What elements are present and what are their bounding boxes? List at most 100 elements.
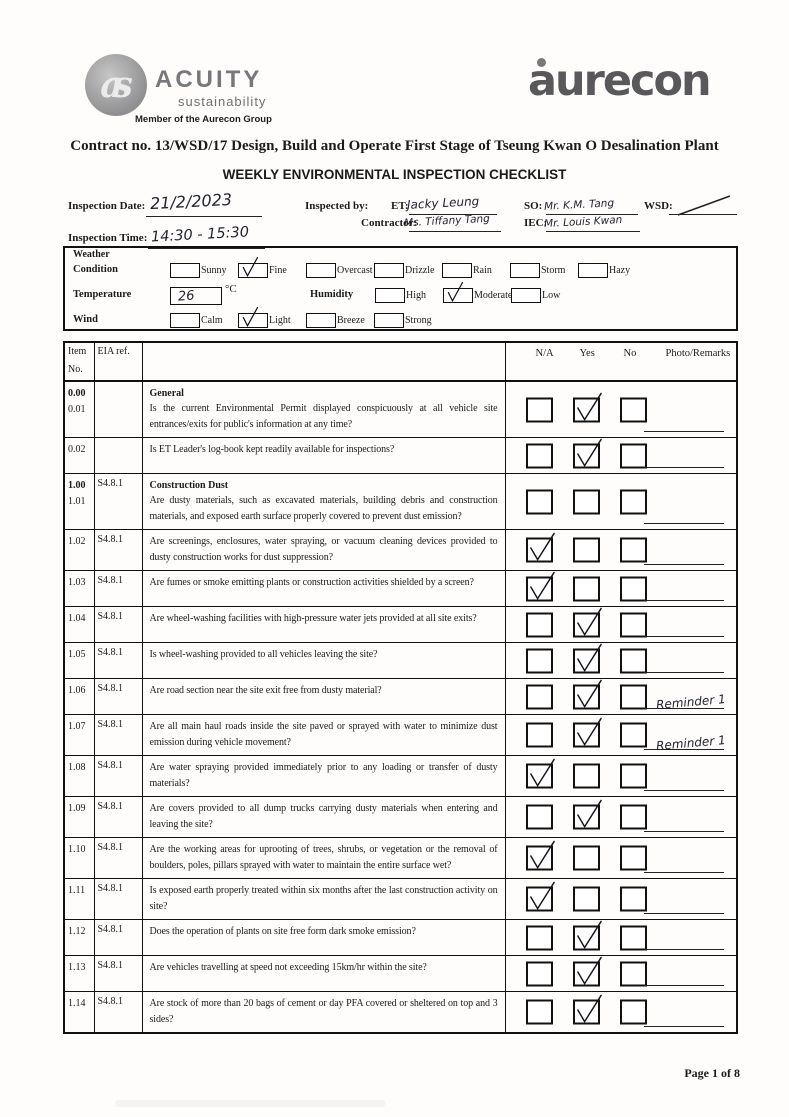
checkbox-yes [572, 679, 602, 709]
question-text: Is wheel-washing provided to all vehicle… [149, 649, 378, 660]
section-header: Construction Dust [149, 480, 229, 491]
question-text: Are stock of more than 20 bags of cement… [149, 998, 498, 1025]
remarks-line [644, 636, 724, 637]
checkbox-no [619, 397, 647, 422]
question-cell: Are water spraying provided immediately … [141, 755, 506, 797]
checkbox-yes [572, 489, 600, 514]
contractor-value: Ms. Tiffany Tang [403, 212, 491, 230]
table-header-row: Item No. EIA ref. N/A Yes No Photo/Remar… [63, 341, 738, 382]
checkbox-no [619, 612, 647, 637]
checkbox-na [525, 489, 553, 514]
question-cell: Are the working areas for uprooting of t… [141, 837, 506, 879]
wsd-slash-handwriting [677, 195, 731, 216]
answers-cell [504, 955, 738, 992]
weather-condition-overcast: Overcast [306, 263, 374, 278]
weather-condition-sunny: Sunny [170, 263, 238, 278]
checklist-row-0-02: 0.02 Is ET Leader's log-book kept readily… [63, 437, 738, 474]
checklist-row-1-09: 1.09 S4.8.1 Are covers provided to all dum… [63, 796, 738, 838]
checkbox-no [619, 443, 647, 468]
answers-cell [504, 529, 738, 571]
checklist-row-0-00: 0.00 0.01 General Is the current Environmen… [63, 380, 738, 438]
weather-option-label: Moderate [474, 290, 513, 301]
acuity-logo: as ACUITY sustainability Member of the A… [85, 52, 300, 132]
checkbox-na [525, 758, 555, 789]
eia-ref-cell: S4.8.1 [93, 837, 143, 879]
checkbox-na [525, 925, 553, 950]
checkbox-no [619, 999, 647, 1025]
weather-wind-strong: Strong [374, 313, 442, 328]
question-cell: Construction Dust Are dusty materials, su… [141, 473, 506, 530]
question-text: Are all main haul roads inside the site … [149, 721, 498, 748]
question-cell: Are road section near the site exit free… [141, 678, 506, 715]
answers-cell [504, 878, 738, 920]
eia-ref-cell: S4.8.1 [93, 529, 143, 571]
weather-option-label: Drizzle [405, 265, 435, 276]
question-text: Are fumes or smoke emitting plants or co… [149, 577, 474, 588]
eia-ref-cell: S4.8.1 [93, 473, 143, 530]
question-text: Are screenings, enclosures, water sprayi… [149, 536, 498, 563]
checkbox-yes [572, 576, 600, 601]
checkbox-na [525, 612, 553, 637]
weather-condition-hazy: Hazy [578, 263, 646, 278]
aurecon-wordmark: aurecon [528, 56, 712, 106]
remarks-line [644, 672, 724, 673]
remarks-line [644, 949, 724, 950]
weather-humidity-low: Low [511, 288, 579, 303]
weather-option-label: Low [542, 290, 561, 301]
page-number: Page 1 of 8 [684, 1066, 740, 1080]
question-text: Are vehicles travelling at speed not exc… [149, 962, 427, 973]
question-cell: Are covers provided to all dump trucks c… [141, 796, 506, 838]
wsd-line [669, 214, 737, 215]
item-no-cell: 1.08 [63, 755, 95, 797]
checkbox-na [525, 648, 553, 673]
checkbox-na [525, 722, 553, 748]
question-text: Are covers provided to all dump trucks c… [149, 803, 498, 830]
wsd-label: WSD: [644, 200, 673, 212]
checklist-table: Item No. EIA ref. N/A Yes No Photo/Remar… [63, 341, 738, 1034]
checklist-row-1-02: 1.02 S4.8.1 Are screenings, enclosures, wa… [63, 529, 738, 571]
et-line [409, 214, 497, 215]
weather-temperature-row: Temperature 26 °C Humidity High Moderate L… [65, 281, 736, 308]
checkbox-no [619, 886, 647, 912]
checklist-row-1-00: 1.00 1.01 S4.8.1 Construction Dust Are dusty… [63, 473, 738, 530]
checkbox-yes [572, 438, 602, 468]
checklist-row-1-04: 1.04 S4.8.1 Are wheel-washing facilities w… [63, 606, 738, 643]
inspection-time-label: Inspection Time: [68, 232, 148, 244]
checklist-row-1-14: 1.14 S4.8.1 Are stock of more than 20 bags… [63, 991, 738, 1034]
inspection-time-value: 14:30 - 15:30 [150, 224, 250, 246]
eia-ref-cell: S4.8.1 [93, 991, 143, 1034]
checkbox-na [525, 961, 553, 986]
question-cell: Does the operation of plants on site fre… [141, 919, 506, 956]
question-text: Are the working areas for uprooting of t… [149, 844, 498, 871]
wind-label: Wind [73, 314, 98, 325]
question-cell: Are wheel-washing facilities with high-p… [141, 606, 506, 643]
remarks-line [644, 1026, 724, 1027]
contractor-label: Contractor: [361, 217, 418, 229]
weather-option-label: High [406, 290, 426, 301]
item-no-cell: 1.00 1.01 [63, 473, 95, 530]
answers-cell [504, 437, 738, 474]
contractor-line [409, 231, 501, 232]
answers-cell [504, 606, 738, 643]
remarks-line [644, 600, 724, 601]
answers-cell [504, 755, 738, 797]
weather-option-label: Hazy [609, 265, 631, 276]
humidity-label: Humidity [310, 289, 354, 300]
item-no-cell: 0.02 [63, 437, 95, 474]
et-label: ET: [391, 200, 409, 212]
checkbox-no [619, 845, 647, 871]
so-value: Mr. K.M. Tang [543, 197, 615, 213]
acuity-member-line: Member of the Aurecon Group [135, 114, 272, 125]
checklist-row-1-11: 1.11 S4.8.1 Is exposed earth properly trea… [63, 878, 738, 920]
checkbox-storm [510, 263, 540, 278]
checkbox-sunny [170, 263, 200, 278]
et-value: Jacky Leung [406, 194, 480, 212]
checkbox-yes [572, 956, 602, 986]
answers-cell [504, 473, 738, 530]
temperature-label: Temperature [73, 289, 132, 300]
weather-wind-calm: Calm [170, 313, 238, 328]
eia-ref-cell [93, 437, 143, 474]
checkbox-calm [170, 313, 200, 328]
checkbox-yes [572, 763, 600, 789]
col-no: No [623, 348, 637, 359]
